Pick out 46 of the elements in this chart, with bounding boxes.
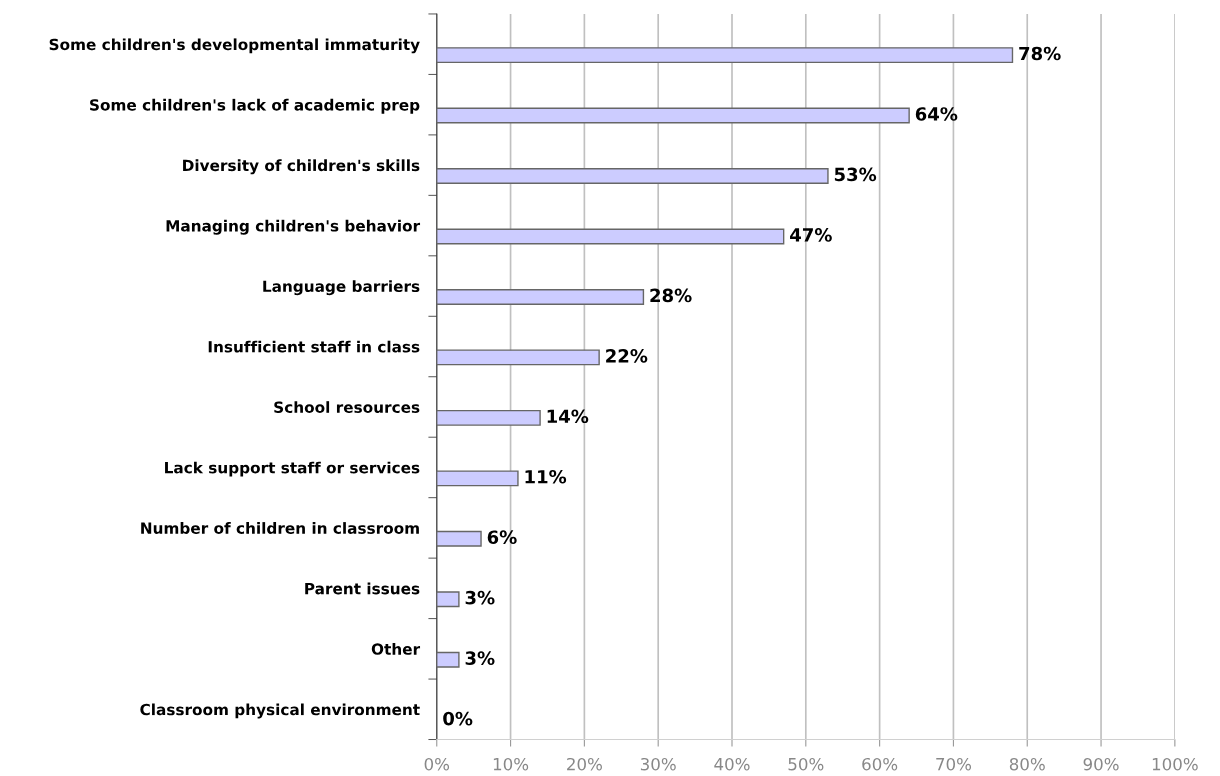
y-tick-label: Other xyxy=(371,643,421,655)
y-tick-label: Some children's lack of academic prep xyxy=(90,98,420,114)
data-label: 0% xyxy=(443,711,473,726)
data-label: 11% xyxy=(525,469,567,484)
bar xyxy=(436,530,482,547)
y-tick-label: Insufficient staff in class xyxy=(208,340,420,353)
x-tick-label: 50% xyxy=(788,757,824,771)
y-tick-label: Diversity of children's skills xyxy=(183,159,420,175)
data-label: 22% xyxy=(606,348,648,363)
data-label: 3% xyxy=(465,651,495,665)
bar xyxy=(436,409,541,426)
bar xyxy=(436,228,785,245)
data-label: 47% xyxy=(790,228,832,242)
data-label: 78% xyxy=(1019,46,1061,61)
data-label: 14% xyxy=(547,409,589,424)
bar xyxy=(436,168,829,184)
x-tick-label: 70% xyxy=(936,757,972,771)
x-tick-label: 80% xyxy=(1009,757,1045,771)
bar xyxy=(436,107,910,124)
bar xyxy=(436,288,645,305)
y-tick-label: Language barriers xyxy=(263,280,420,296)
y-tick-label: Parent issues xyxy=(305,582,420,595)
x-tick-label: 100% xyxy=(1152,757,1198,771)
x-tick-label: 90% xyxy=(1083,757,1119,771)
data-label: 3% xyxy=(465,590,495,605)
bar xyxy=(436,349,600,366)
data-label: 64% xyxy=(915,107,958,121)
y-tick-label: Managing children's behavior xyxy=(166,219,421,235)
x-tick-label: 40% xyxy=(714,757,750,771)
x-tick-label: 30% xyxy=(640,757,676,771)
data-label: 6% xyxy=(487,530,517,545)
y-tick-label: Lack support staff or services xyxy=(165,461,420,477)
x-tick-label: 10% xyxy=(493,757,529,771)
bar xyxy=(436,591,460,608)
bar xyxy=(436,47,1014,64)
data-label: 53% xyxy=(834,167,877,182)
x-tick-label: 60% xyxy=(862,757,898,771)
y-tick-label: Number of children in classroom xyxy=(141,522,419,534)
bar xyxy=(436,651,460,668)
y-tick-label: School resources xyxy=(274,401,420,413)
bar xyxy=(436,470,519,487)
y-tick-label: Some children's developmental immaturity xyxy=(49,38,420,54)
x-tick-label: 20% xyxy=(567,757,602,771)
y-tick-label: Classroom physical environment xyxy=(140,703,420,719)
x-tick-label: 0% xyxy=(424,757,450,771)
data-label: 28% xyxy=(650,288,692,303)
